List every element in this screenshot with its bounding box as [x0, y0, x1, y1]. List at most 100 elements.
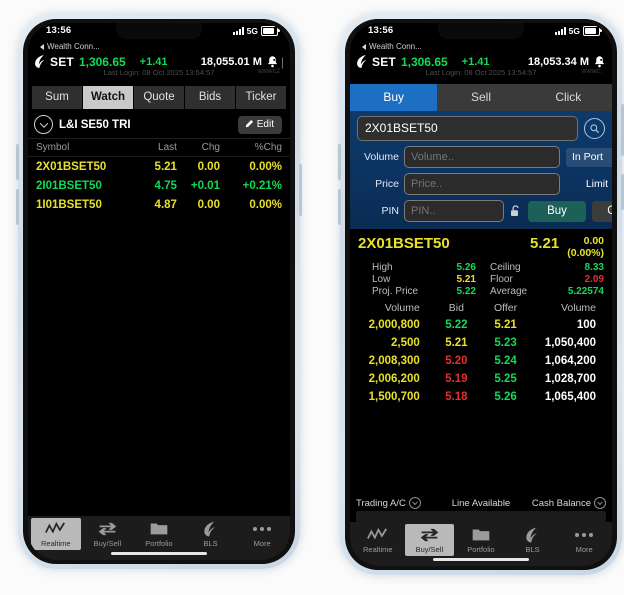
- row-last: 4.75: [154, 179, 177, 192]
- network-label: 5G: [568, 26, 580, 36]
- volume-input[interactable]: [404, 146, 560, 168]
- home-indicator[interactable]: [433, 558, 529, 561]
- offer-price: 5.25: [494, 373, 517, 386]
- bid-price: 5.21: [445, 337, 468, 350]
- home-indicator[interactable]: [111, 552, 207, 555]
- table-row[interactable]: 2X01BSET50 5.21 0.00 0.00%: [28, 157, 290, 177]
- index-value: 1,306.65: [400, 54, 448, 69]
- table-header-row: Volume Bid Offer Volume: [358, 301, 604, 316]
- line-available-field: Line Available: [439, 498, 522, 509]
- tab-portfolio[interactable]: Portfolio: [456, 524, 506, 556]
- stat-value: 5.26: [456, 262, 476, 274]
- bell-notification-icon[interactable]: [266, 55, 279, 68]
- tab-bids[interactable]: Bids: [185, 86, 235, 109]
- tab-buysell[interactable]: Buy/Sell: [404, 524, 455, 556]
- table-row[interactable]: 2,006,200 5.19 5.25 1,028,700: [358, 370, 604, 388]
- pin-input[interactable]: [404, 200, 504, 222]
- bid-price: 5.19: [445, 373, 468, 386]
- table-row[interactable]: 1,500,700 5.18 5.26 1,065,400: [358, 388, 604, 406]
- edit-button[interactable]: Edit: [237, 115, 282, 134]
- unlocked-padlock-icon[interactable]: [509, 204, 522, 218]
- volume-up-button[interactable]: [338, 144, 341, 180]
- last-login-text: Last Login: 08 Oct 2025 13:54:57 wwwc2: [103, 68, 280, 77]
- bid-volume: 2,008,300: [368, 355, 420, 368]
- row-pctchg: 0.00%: [249, 160, 282, 173]
- offer-price: 5.26: [494, 391, 517, 404]
- cash-balance-selector[interactable]: Cash Balance: [523, 497, 606, 509]
- back-navigation[interactable]: Wealth Conn...: [350, 41, 612, 53]
- tab-buy[interactable]: Buy: [350, 84, 438, 111]
- tab-realtime[interactable]: Realtime: [353, 524, 403, 556]
- chevron-down-circle-icon: [593, 497, 606, 509]
- notch: [438, 23, 524, 39]
- offer-price: 5.24: [494, 355, 517, 368]
- volume-down-button[interactable]: [338, 189, 341, 225]
- tab-portfolio[interactable]: Portfolio: [134, 518, 184, 550]
- volume-down-button[interactable]: [16, 189, 19, 225]
- order-type-selector[interactable]: Limit: [566, 177, 612, 192]
- price-row: Price Limit Cond.: [357, 173, 608, 195]
- tab-bls[interactable]: BLS: [186, 518, 236, 550]
- col-bid: Bid: [448, 302, 464, 315]
- status-indicators: 5G: [554, 26, 602, 36]
- col-chg: Chg: [176, 139, 220, 157]
- bell-notification-icon[interactable]: [593, 55, 606, 68]
- tab-watch[interactable]: Watch: [83, 86, 133, 109]
- table-row[interactable]: 1I01BSET50 4.87 0.00 0.00%: [28, 195, 290, 214]
- volume-label: Volume: [363, 151, 399, 163]
- action-button[interactable]: [621, 174, 624, 210]
- back-arrow-icon: [40, 43, 44, 50]
- buy-button[interactable]: Buy: [528, 200, 586, 222]
- in-port-indicator[interactable]: In Port 0: [566, 147, 612, 167]
- row-symbol: 2X01BSET50: [36, 160, 107, 173]
- row-last: 5.21: [154, 160, 177, 173]
- pin-row: PIN Buy Clear: [357, 200, 612, 222]
- clear-button[interactable]: Clear: [592, 200, 612, 222]
- trading-ac-selector[interactable]: Trading A/C: [356, 497, 439, 509]
- leaf-logo-icon: [34, 54, 47, 69]
- account-footer: Trading A/C Line Available Cash Balance: [350, 495, 612, 522]
- search-icon[interactable]: [584, 118, 605, 139]
- offer-price: 5.21: [494, 319, 517, 332]
- back-navigation[interactable]: Wealth Conn...: [28, 41, 290, 53]
- tab-more[interactable]: More: [237, 518, 287, 550]
- table-row[interactable]: 2,500 5.21 5.23 1,050,400: [358, 334, 604, 352]
- stat-label: Floor: [490, 274, 513, 286]
- price-label: Price: [375, 178, 399, 190]
- power-button[interactable]: [299, 164, 302, 216]
- volume-up-button[interactable]: [16, 144, 19, 180]
- tab-bls[interactable]: BLS: [508, 524, 558, 556]
- chevron-down-circle-icon[interactable]: [34, 115, 53, 134]
- row-symbol: 2I01BSET50: [36, 179, 102, 192]
- tab-click[interactable]: Click: [524, 84, 612, 111]
- symbol-search-input[interactable]: 2X01BSET50: [357, 116, 578, 141]
- stat-label: Average: [490, 286, 528, 298]
- quote-change-block: 0.00 (0.00%): [567, 235, 604, 259]
- watchlist-name[interactable]: L&I SE50 TRI: [59, 118, 131, 131]
- tab-realtime[interactable]: Realtime: [31, 518, 81, 550]
- network-label: 5G: [246, 26, 258, 36]
- tab-ticker[interactable]: Ticker: [236, 86, 286, 109]
- offer-price: 5.23: [494, 337, 517, 350]
- stat-value: 2.09: [584, 274, 604, 286]
- chart-line-icon: [45, 520, 66, 537]
- signal-bars-icon: [232, 27, 244, 35]
- tab-buysell[interactable]: Buy/Sell: [83, 518, 133, 550]
- tab-sum[interactable]: Sum: [32, 86, 82, 109]
- tab-sell[interactable]: Sell: [437, 84, 525, 111]
- row-last: 4.87: [154, 198, 177, 211]
- last-login-text: Last Login: 08 Oct 2025 13:54:57 wwwc:: [425, 68, 602, 77]
- index-value: 1,306.65: [78, 54, 126, 69]
- price-input[interactable]: [404, 173, 560, 195]
- tab-quote[interactable]: Quote: [134, 86, 184, 109]
- table-row[interactable]: 2,008,300 5.20 5.24 1,064,200: [358, 352, 604, 370]
- power-button[interactable]: [621, 104, 624, 156]
- leaf-logo-icon: [525, 526, 540, 543]
- symbol-search-row: 2X01BSET50: [357, 116, 605, 141]
- row-chg: 0.00: [197, 160, 220, 173]
- table-row[interactable]: 2,000,800 5.22 5.21 100: [358, 316, 604, 334]
- table-row[interactable]: 2I01BSET50 4.75 +0.01 +0.21%: [28, 176, 290, 195]
- exchange-arrows-icon: [419, 526, 440, 543]
- index-name: SET: [50, 54, 74, 69]
- tab-more[interactable]: More: [559, 524, 609, 556]
